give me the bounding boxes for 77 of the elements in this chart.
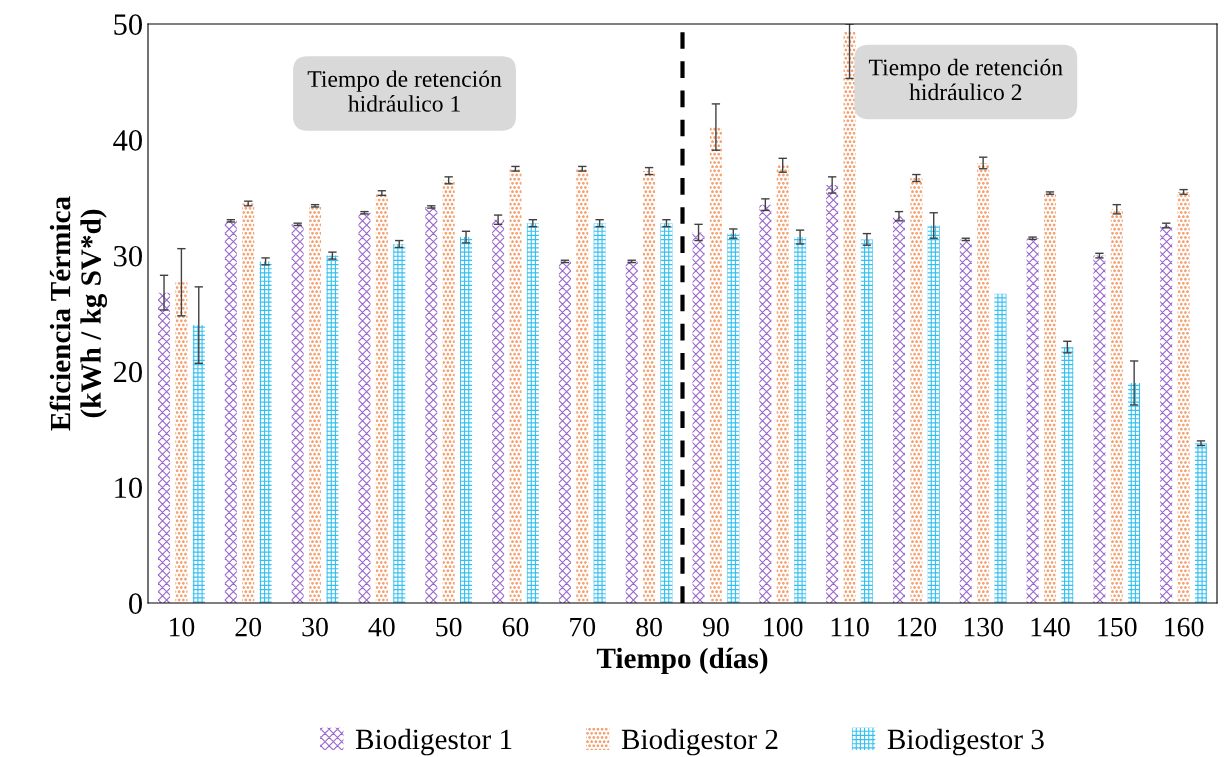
y-tick-label: 0 bbox=[129, 593, 142, 614]
bar bbox=[1128, 382, 1141, 603]
bar bbox=[794, 237, 807, 603]
bar bbox=[776, 165, 789, 603]
bar bbox=[158, 292, 171, 603]
annotation: Tiempo de retención hidráulico 2 bbox=[868, 58, 1063, 101]
x-tick-label: 90 bbox=[702, 617, 729, 637]
bar bbox=[843, 32, 856, 603]
bar bbox=[826, 184, 839, 603]
bar bbox=[326, 255, 339, 603]
x-tick-label: 60 bbox=[502, 617, 529, 637]
bar bbox=[425, 206, 438, 603]
legend-label: Biodigestor 1 bbox=[355, 728, 512, 756]
x-tick-label: 120 bbox=[897, 617, 937, 637]
bar bbox=[1177, 191, 1190, 603]
bar bbox=[460, 237, 473, 603]
bar bbox=[224, 220, 237, 603]
x-tick-label: 80 bbox=[636, 617, 662, 637]
annotation: Tiempo de retención hidráulico 1 bbox=[307, 70, 502, 112]
bar bbox=[309, 205, 322, 603]
bar bbox=[660, 223, 673, 603]
y-axis-title: Eficiencia Térmica (kWh / kg SV*d) bbox=[49, 196, 108, 431]
x-tick-label: 130 bbox=[964, 617, 1003, 637]
bar bbox=[1093, 255, 1106, 603]
bar bbox=[910, 178, 923, 603]
bar bbox=[1061, 347, 1074, 603]
x-tick-label: 20 bbox=[235, 617, 262, 637]
bar bbox=[558, 261, 571, 603]
x-tick-label: 110 bbox=[831, 617, 869, 637]
bar bbox=[709, 127, 722, 603]
legend-label: Biodigestor 3 bbox=[887, 728, 1044, 756]
x-tick-label: 160 bbox=[1165, 617, 1204, 637]
x-tick-label: 140 bbox=[1031, 617, 1070, 637]
bar bbox=[576, 168, 589, 603]
y-tick-label: 20 bbox=[113, 361, 142, 383]
bar bbox=[625, 261, 638, 603]
x-tick-label: 150 bbox=[1098, 617, 1137, 637]
bar bbox=[358, 212, 371, 603]
bar bbox=[1043, 193, 1056, 603]
bar bbox=[509, 168, 522, 603]
y-tick-label: 40 bbox=[113, 130, 142, 151]
bar bbox=[892, 216, 905, 603]
bar bbox=[192, 325, 205, 603]
legend-label: Biodigestor 2 bbox=[621, 728, 778, 756]
x-tick-label: 10 bbox=[169, 617, 195, 637]
y-tick-label: 50 bbox=[114, 14, 142, 35]
bar bbox=[1026, 238, 1039, 603]
bar bbox=[593, 223, 606, 603]
bar bbox=[291, 224, 304, 603]
bar bbox=[643, 171, 656, 603]
x-tick-label: 40 bbox=[368, 617, 395, 637]
x-tick-label: 100 bbox=[764, 617, 803, 637]
bar bbox=[442, 180, 455, 603]
bar bbox=[692, 232, 705, 603]
y-tick-label: 30 bbox=[114, 245, 142, 267]
bar bbox=[1160, 225, 1173, 603]
bar bbox=[393, 244, 406, 603]
x-tick-label: 70 bbox=[570, 617, 596, 637]
bar bbox=[375, 193, 388, 603]
bar bbox=[526, 223, 539, 603]
bar bbox=[727, 233, 740, 603]
bar bbox=[1194, 443, 1207, 603]
bar bbox=[492, 219, 505, 603]
bar bbox=[759, 204, 772, 603]
bar bbox=[959, 239, 972, 603]
x-axis-title: Tiempo (días) bbox=[596, 647, 768, 675]
bar bbox=[927, 225, 940, 603]
x-tick-label: 50 bbox=[436, 617, 462, 637]
bar bbox=[1110, 209, 1123, 603]
x-tick-label: 30 bbox=[302, 617, 328, 637]
bar bbox=[977, 162, 990, 603]
bar bbox=[860, 239, 873, 603]
bar bbox=[994, 293, 1007, 603]
bar bbox=[259, 261, 272, 603]
bar bbox=[175, 282, 188, 603]
bar bbox=[242, 203, 255, 603]
y-tick-label: 10 bbox=[115, 477, 142, 499]
